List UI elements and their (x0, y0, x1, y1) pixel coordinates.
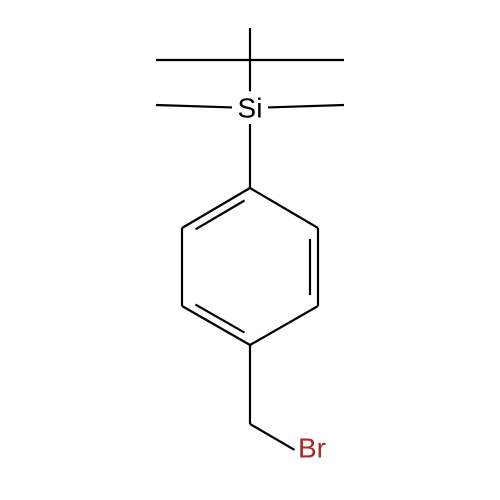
atom-label-br: Br (298, 433, 326, 464)
atom-label-si: Si (238, 93, 263, 124)
atoms-group: Si Br (233, 91, 328, 463)
molecule-canvas: Si Br (0, 0, 500, 500)
bonds-group (156, 28, 344, 450)
